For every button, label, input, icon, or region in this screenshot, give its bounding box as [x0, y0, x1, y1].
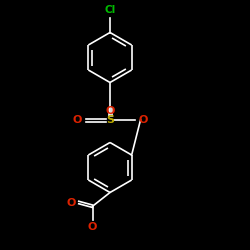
Text: S: S: [106, 115, 114, 125]
Text: O: O: [105, 106, 115, 116]
Text: O: O: [88, 222, 97, 232]
Text: O: O: [138, 115, 147, 125]
Text: O: O: [72, 115, 82, 125]
Text: Cl: Cl: [104, 5, 116, 15]
Text: O: O: [66, 198, 76, 207]
